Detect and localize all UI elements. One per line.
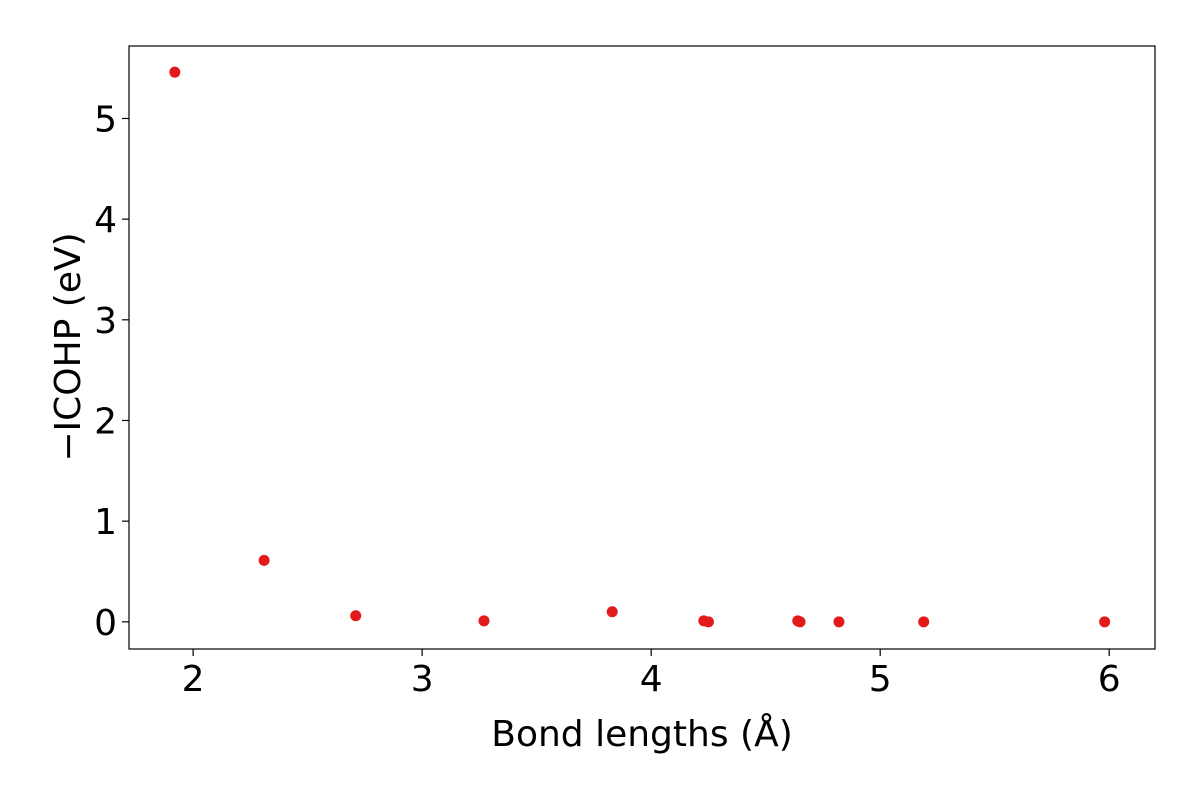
- y-tick-label: 0: [94, 603, 117, 644]
- y-tick-label: 2: [94, 401, 117, 442]
- y-tick-label: 1: [94, 502, 117, 543]
- data-point: [169, 66, 181, 78]
- y-tick-label: 4: [94, 200, 117, 241]
- plot-frame: [128, 45, 1156, 650]
- x-tick-label: 3: [411, 659, 434, 700]
- data-point: [258, 554, 270, 566]
- x-tick-label: 2: [182, 659, 205, 700]
- y-tick-label: 3: [94, 301, 117, 342]
- data-point: [833, 616, 845, 628]
- data-point: [794, 616, 806, 628]
- ticks-layer: 2 3 4 5 6 0 1 2 3 4 5: [94, 99, 1121, 700]
- x-tick-label: 6: [1098, 659, 1121, 700]
- x-tick-label: 5: [869, 659, 892, 700]
- data-point: [1099, 616, 1111, 628]
- x-axis-label: Bond lengths (Å): [491, 712, 793, 755]
- data-points: [169, 66, 1111, 628]
- data-point: [606, 606, 618, 618]
- data-point: [702, 616, 714, 628]
- data-point: [918, 616, 930, 628]
- y-axis-label: −ICOHP (eV): [48, 232, 89, 461]
- data-point: [350, 610, 362, 622]
- y-tick-label: 5: [94, 99, 117, 140]
- data-point: [478, 615, 490, 627]
- x-tick-label: 4: [640, 659, 663, 700]
